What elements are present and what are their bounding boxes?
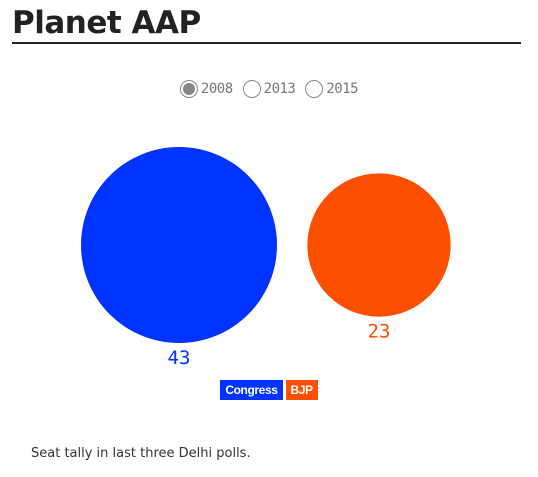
year-option-2015[interactable]: 2015 [305,80,359,98]
year-option-2008[interactable]: 2008 [179,80,233,98]
title-divider [12,42,521,44]
bubble-bjp [307,173,451,317]
legend-item-bjp: BJP [285,380,318,400]
seat-count-bjp: 23 [368,321,391,343]
seat-count-congress: 43 [168,347,191,369]
page-title: Planet AAP [12,5,201,41]
chart-caption: Seat tally in last three Delhi polls. [31,446,251,461]
year-label-2013: 2013 [263,81,296,97]
legend-item-congress: Congress [220,380,283,400]
year-option-2013[interactable]: 2013 [242,80,296,98]
year-label-2008: 2008 [200,81,233,97]
radio-2013[interactable] [242,80,261,98]
radio-2015[interactable] [305,80,324,98]
radio-2008[interactable] [179,80,198,98]
year-selector: 2008 2013 2015 [0,80,538,98]
legend: Congress BJP [0,380,538,400]
bubble-congress [81,147,277,343]
year-label-2015: 2015 [326,81,359,97]
